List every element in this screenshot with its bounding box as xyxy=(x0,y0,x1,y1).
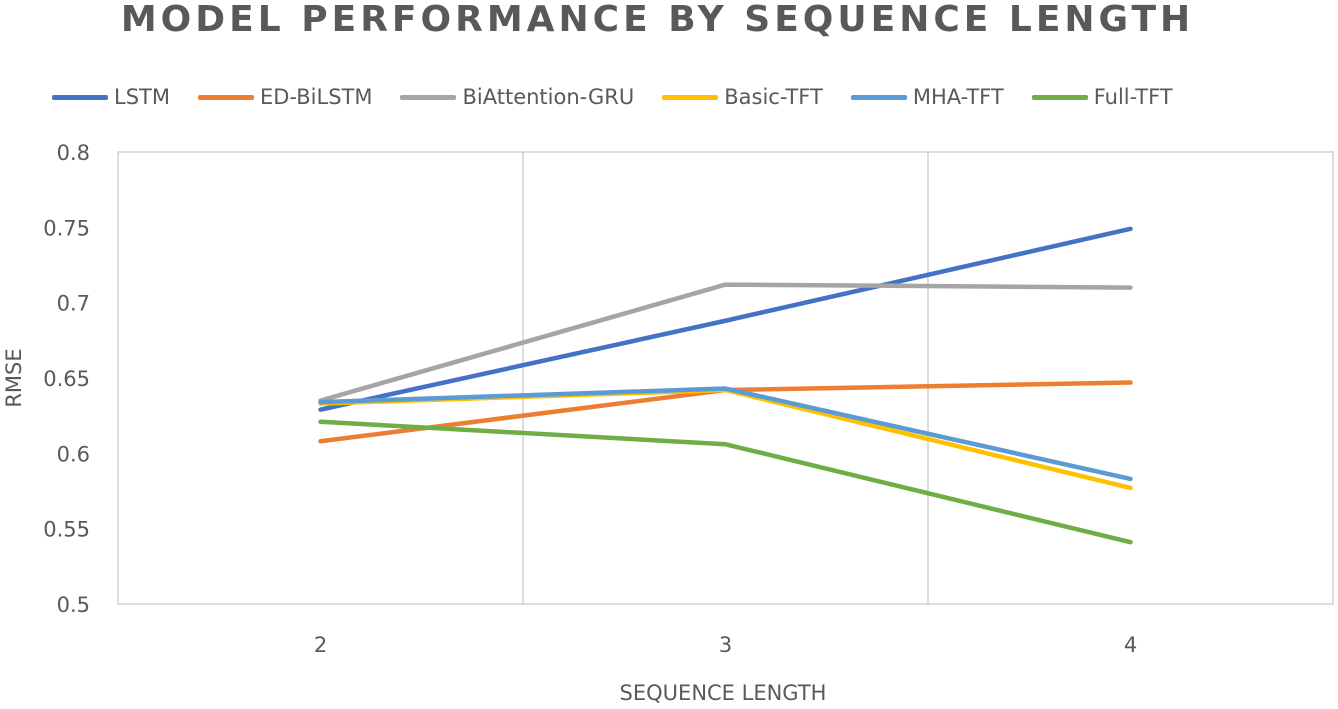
series-layer xyxy=(318,226,1133,545)
legend-label: ED-BiLSTM xyxy=(259,85,373,109)
y-tick-label: 0.8 xyxy=(57,141,90,165)
legend: LSTM ED-BiLSTM BiAttention-GRU Basic-TFT MHA… xyxy=(52,80,1201,114)
legend-label: Full-TFT xyxy=(1093,85,1173,109)
legend-swatch xyxy=(52,94,108,100)
x-tick-label: 2 xyxy=(314,633,327,657)
legend-label: LSTM xyxy=(114,85,170,109)
legend-label: MHA-TFT xyxy=(912,85,1004,109)
x-tick-label: 4 xyxy=(1124,633,1137,657)
plot-border xyxy=(117,151,1334,605)
y-tick-label: 0.5 xyxy=(57,593,90,617)
y-tick-label: 0.7 xyxy=(57,292,90,316)
legend-swatch xyxy=(662,94,719,100)
series-line-basic-tft xyxy=(318,387,1133,491)
grid-layer xyxy=(117,151,1334,605)
legend-swatch xyxy=(850,94,907,100)
legend-item: LSTM xyxy=(52,85,170,109)
legend-item: Full-TFT xyxy=(1031,85,1173,109)
legend-item: Basic-TFT xyxy=(662,85,823,109)
x-tick-label: 3 xyxy=(719,633,732,657)
y-axis-label: RMSE xyxy=(2,348,26,407)
legend-swatch xyxy=(400,94,457,100)
legend-swatch xyxy=(1031,94,1088,100)
legend-swatch xyxy=(197,94,254,100)
legend-label: Basic-TFT xyxy=(724,85,823,109)
series-line-mha-tft xyxy=(318,386,1133,482)
y-tick-label: 0.55 xyxy=(43,518,90,542)
y-tick-label: 0.75 xyxy=(43,216,90,240)
legend-label: BiAttention-GRU xyxy=(462,85,635,109)
chart-title: MODEL PERFORMANCE BY SEQUENCE LENGTH xyxy=(120,0,1195,40)
series-line-full-tft xyxy=(318,419,1133,545)
legend-item: BiAttention-GRU xyxy=(400,85,634,109)
y-tick-label: 0.6 xyxy=(57,442,90,466)
x-tick-labels: 2 3 4 xyxy=(314,633,1137,657)
series-line-lstm xyxy=(318,226,1133,412)
x-axis-label: SEQUENCE LENGTH xyxy=(620,681,827,705)
series-line-biattention-gru xyxy=(318,282,1133,403)
y-tick-labels: 0.5 0.55 0.6 0.65 0.7 0.75 0.8 xyxy=(43,141,90,617)
legend-item: ED-BiLSTM xyxy=(197,85,373,109)
y-tick-label: 0.65 xyxy=(43,367,90,391)
legend-item: MHA-TFT xyxy=(850,85,1004,109)
